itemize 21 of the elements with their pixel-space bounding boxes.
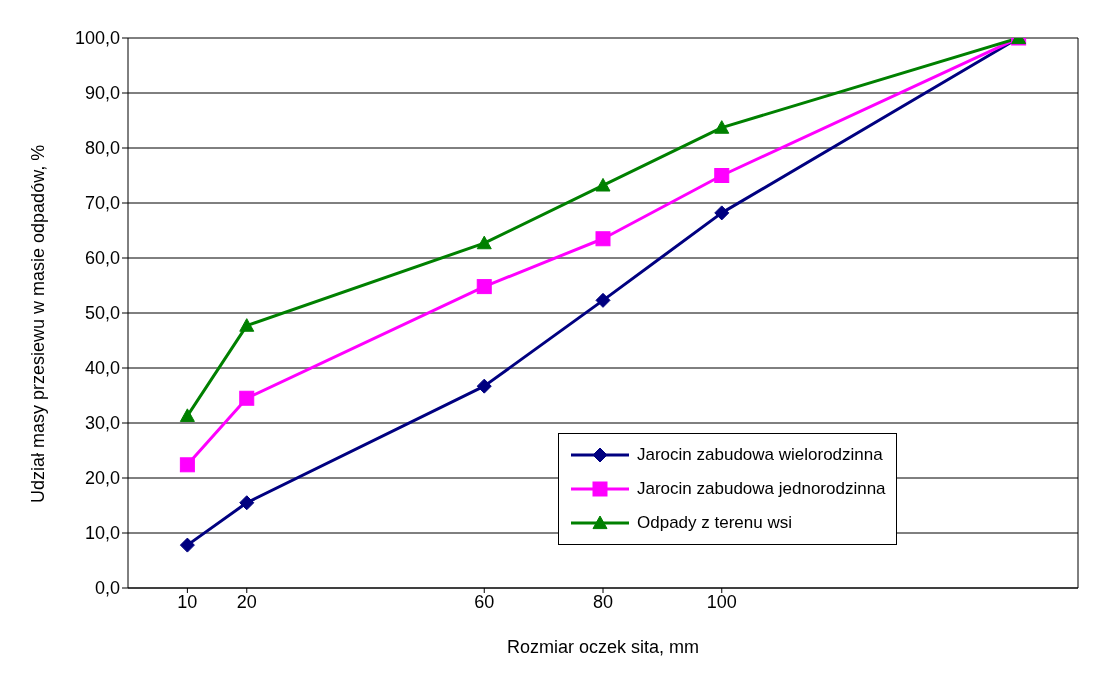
- y-tick-label: 100,0: [74, 28, 120, 49]
- legend-label: Jarocin zabudowa jednorodzinna: [637, 479, 886, 499]
- legend-label: Jarocin zabudowa wielorodzinna: [637, 445, 883, 465]
- y-tick-label: 10,0: [84, 523, 120, 544]
- legend-label: Odpady z terenu wsi: [637, 513, 792, 533]
- y-tick-label: 40,0: [84, 358, 120, 379]
- x-tick-label: 60: [474, 591, 495, 612]
- y-axis-title: Udział masy przesiewu w masie odpadów, %: [28, 144, 49, 503]
- y-tick-label: 70,0: [84, 193, 120, 214]
- y-tick-label: 90,0: [84, 83, 120, 104]
- y-tick-label: 30,0: [84, 413, 120, 434]
- x-tick-label: 100: [706, 591, 737, 612]
- x-tick-label: 20: [236, 591, 257, 612]
- y-tick-label: 20,0: [84, 468, 120, 489]
- y-tick-label: 60,0: [84, 248, 120, 269]
- y-tick-label: 0,0: [94, 578, 120, 599]
- x-tick-label: 80: [592, 591, 614, 612]
- y-tick-label: 50,0: [84, 303, 120, 324]
- y-tick-label: 80,0: [84, 138, 120, 159]
- x-tick-label: 10: [177, 591, 198, 612]
- x-axis-title: Rozmiar oczek sita, mm: [506, 637, 700, 657]
